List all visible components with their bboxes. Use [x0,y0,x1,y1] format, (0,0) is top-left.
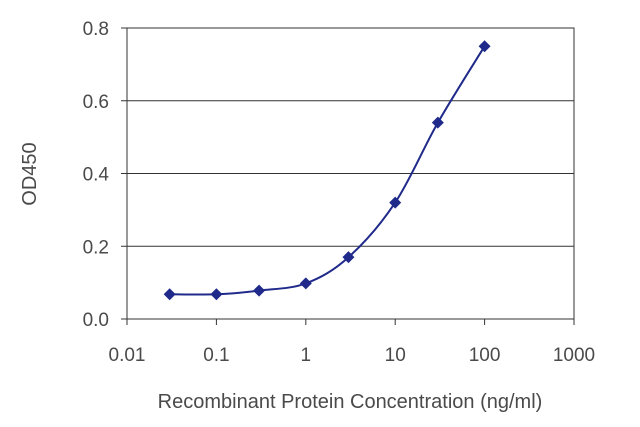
data-point-marker [299,277,312,290]
x-tick-label: 10 [385,345,406,366]
y-tick-label: 0.8 [83,19,109,40]
data-point-marker [431,116,444,129]
data-point-marker [163,288,176,301]
x-axis-ticks: 0.01 0.1 1 10 100 1000 [109,319,595,366]
data-point-marker [342,251,355,264]
y-axis-ticks: 0.0 0.2 0.4 0.6 0.8 [83,19,127,331]
y-tick-label: 0.0 [83,310,109,331]
data-point-marker [253,284,266,297]
gridlines [127,100,574,247]
y-tick-label: 0.4 [83,165,110,186]
data-point-marker [478,40,491,53]
series-markers [163,40,491,301]
x-tick-label: 0.01 [109,345,146,366]
y-tick-label: 0.2 [83,237,109,258]
y-tick-label: 0.6 [83,92,109,113]
x-axis-label: Recombinant Protein Concentration (ng/ml… [158,391,543,413]
x-tick-label: 1 [301,345,312,366]
data-point-marker [389,196,402,209]
data-point-marker [210,288,223,301]
x-tick-label: 100 [469,345,501,366]
y-axis-label: OD450 [19,142,41,205]
x-tick-label: 0.1 [203,345,229,366]
x-tick-label: 1000 [553,345,595,366]
